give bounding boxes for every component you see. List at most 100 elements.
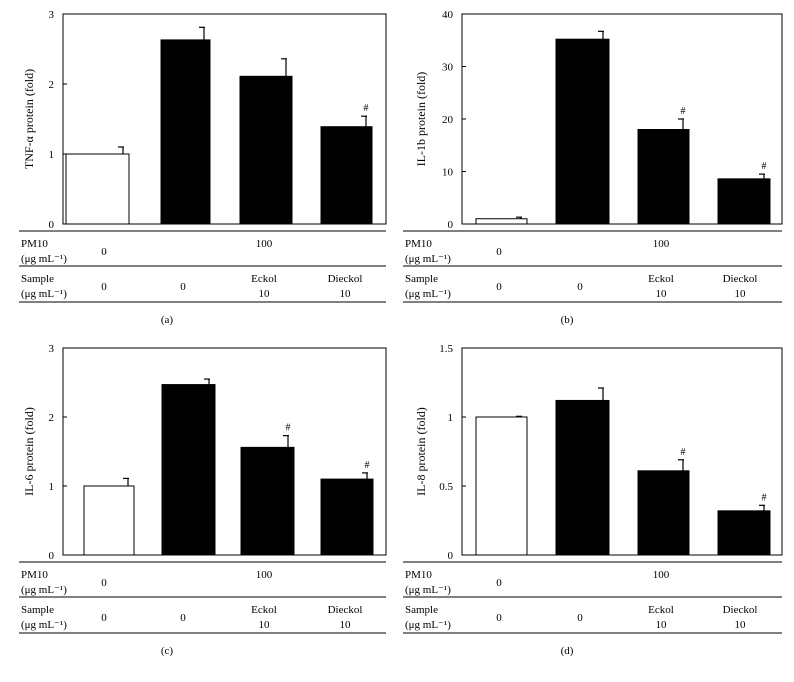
sample-name-3: Eckol bbox=[251, 604, 277, 616]
bar-3 bbox=[637, 129, 690, 225]
sample-name-4: Dieckol bbox=[328, 273, 363, 285]
y-tick-label: 10 bbox=[442, 167, 454, 179]
y-tick-label: 3 bbox=[49, 343, 55, 355]
bar-2 bbox=[161, 384, 216, 556]
panel-caption: (d) bbox=[561, 645, 574, 657]
significance-marker-3: # bbox=[681, 106, 686, 117]
bar-3 bbox=[240, 446, 295, 556]
y-axis-label: IL-6 protein (fold) bbox=[22, 407, 36, 496]
sample-dose-3: 10 bbox=[656, 288, 668, 300]
sample-dose-3: 10 bbox=[259, 288, 271, 300]
pm10-value-control: 0 bbox=[496, 577, 502, 589]
y-tick-label: 0 bbox=[49, 550, 55, 562]
row-label-pm10: PM10 bbox=[405, 238, 432, 250]
bar-2 bbox=[160, 39, 211, 225]
y-axis-label: IL-8 protein (fold) bbox=[414, 407, 428, 496]
row-label-pm10: PM10 bbox=[21, 569, 48, 581]
row-label-sample: Sample bbox=[21, 273, 54, 285]
chart-panel-a: 0 1 2 3 TNF-α protein (fold) # PM10 (μg mL⁻¹) Sa… bbox=[19, 9, 387, 326]
sample-name-4: Dieckol bbox=[328, 604, 363, 616]
row-label-sample-unit: (μg mL⁻¹) bbox=[405, 619, 451, 631]
pm10-value-control: 0 bbox=[101, 577, 107, 589]
chart-panel-c: 0 1 2 3 IL-6 protein (fold) # # PM10 (μg mL⁻¹) Sa… bbox=[19, 343, 387, 657]
significance-marker-4: # bbox=[762, 492, 767, 503]
y-axis-label: TNF-α protein (fold) bbox=[22, 69, 36, 169]
panel-caption: (c) bbox=[161, 645, 174, 657]
bar-1 bbox=[475, 218, 528, 225]
row-label-sample: Sample bbox=[21, 604, 54, 616]
bar-2 bbox=[555, 399, 610, 556]
pm10-value-treated: 100 bbox=[653, 238, 670, 250]
sample-dose-4: 10 bbox=[340, 288, 352, 300]
y-tick-label: 40 bbox=[442, 9, 454, 21]
sample-value-2: 0 bbox=[180, 281, 186, 293]
sample-value-1: 0 bbox=[496, 612, 502, 624]
panel-caption: (a) bbox=[161, 314, 174, 326]
sample-name-3: Eckol bbox=[648, 273, 674, 285]
sample-dose-4: 10 bbox=[735, 288, 747, 300]
plot-frame bbox=[461, 347, 783, 556]
y-tick-label: 20 bbox=[442, 114, 454, 126]
y-tick-label: 2 bbox=[49, 79, 55, 91]
bar-4 bbox=[717, 178, 771, 225]
plot-frame bbox=[62, 13, 387, 225]
sample-value-1: 0 bbox=[101, 612, 107, 624]
row-label-sample-unit: (μg mL⁻¹) bbox=[405, 288, 451, 300]
bar-4 bbox=[320, 478, 374, 556]
significance-marker-4: # bbox=[364, 103, 369, 114]
y-tick-label: 1.5 bbox=[439, 343, 453, 355]
significance-marker-4: # bbox=[365, 460, 370, 471]
row-label-pm10: PM10 bbox=[21, 238, 48, 250]
row-label-sample: Sample bbox=[405, 273, 438, 285]
y-tick-label: 0 bbox=[49, 219, 55, 231]
row-label-pm10-unit: (μg mL⁻¹) bbox=[405, 253, 451, 265]
pm10-value-treated: 100 bbox=[256, 238, 273, 250]
chart-panel-b: 0 10 20 30 40 IL-1b protein (fold) # # PM10 (μg m… bbox=[403, 9, 783, 326]
bar-2 bbox=[555, 38, 610, 225]
sample-dose-3: 10 bbox=[259, 619, 271, 631]
sample-name-4: Dieckol bbox=[723, 273, 758, 285]
sample-name-3: Eckol bbox=[648, 604, 674, 616]
sample-dose-3: 10 bbox=[656, 619, 668, 631]
sample-value-1: 0 bbox=[496, 281, 502, 293]
y-axis-label: IL-1b protein (fold) bbox=[414, 72, 428, 167]
significance-marker-3: # bbox=[286, 423, 291, 434]
sample-value-2: 0 bbox=[577, 612, 583, 624]
row-label-sample-unit: (μg mL⁻¹) bbox=[21, 619, 67, 631]
sample-value-2: 0 bbox=[180, 612, 186, 624]
y-tick-label: 1 bbox=[49, 481, 55, 493]
bar-4 bbox=[717, 510, 771, 556]
plot-frame bbox=[62, 347, 387, 556]
bar-3 bbox=[239, 75, 293, 225]
y-tick-label: 30 bbox=[442, 62, 454, 74]
y-tick-label: 0 bbox=[448, 550, 454, 562]
bar-1 bbox=[83, 485, 135, 556]
chart-panel-d: 0 0.5 1 1.5 IL-8 protein (fold) # # PM10 (μg mL⁻… bbox=[403, 343, 783, 657]
y-tick-label: 3 bbox=[49, 9, 55, 21]
pm10-value-control: 0 bbox=[101, 246, 107, 258]
y-tick-label: 1 bbox=[448, 412, 454, 424]
y-tick-label: 2 bbox=[49, 412, 55, 424]
pm10-value-control: 0 bbox=[496, 246, 502, 258]
sample-dose-4: 10 bbox=[735, 619, 747, 631]
significance-marker-4: # bbox=[762, 161, 767, 172]
y-tick-label: 1 bbox=[49, 149, 55, 161]
bar-1 bbox=[65, 153, 130, 225]
sample-dose-4: 10 bbox=[340, 619, 352, 631]
bar-1 bbox=[475, 416, 528, 556]
bar-4 bbox=[320, 126, 373, 225]
row-label-sample: Sample bbox=[405, 604, 438, 616]
bar-3 bbox=[637, 470, 690, 556]
panel-caption: (b) bbox=[561, 314, 574, 326]
row-label-sample-unit: (μg mL⁻¹) bbox=[21, 288, 67, 300]
sample-value-1: 0 bbox=[101, 281, 107, 293]
y-tick-label: 0.5 bbox=[439, 481, 453, 493]
significance-marker-3: # bbox=[681, 447, 686, 458]
row-label-pm10-unit: (μg mL⁻¹) bbox=[405, 584, 451, 596]
row-label-pm10-unit: (μg mL⁻¹) bbox=[21, 584, 67, 596]
sample-value-2: 0 bbox=[577, 281, 583, 293]
pm10-value-treated: 100 bbox=[256, 569, 273, 581]
sample-name-4: Dieckol bbox=[723, 604, 758, 616]
row-label-pm10-unit: (μg mL⁻¹) bbox=[21, 253, 67, 265]
